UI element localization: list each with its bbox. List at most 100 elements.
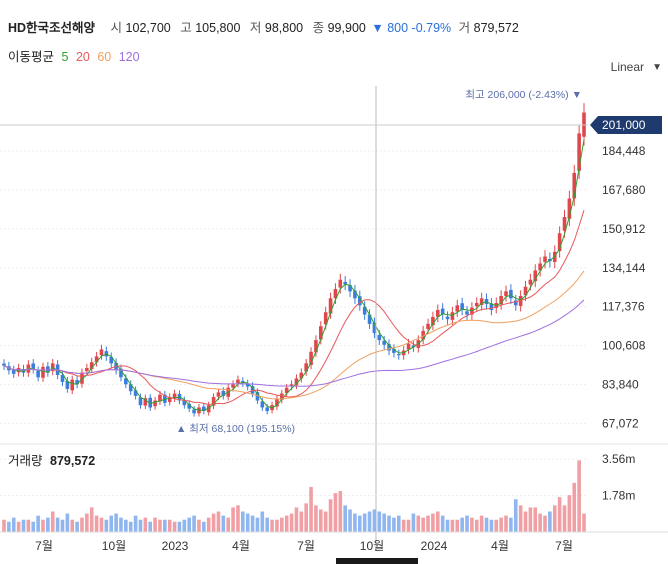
candle-body[interactable] — [133, 390, 138, 396]
volume-bar[interactable] — [119, 517, 123, 532]
volume-bar[interactable] — [387, 515, 391, 532]
volume-bar[interactable] — [372, 509, 377, 532]
ma20-legend[interactable]: 20 — [75, 50, 90, 64]
candle-body[interactable] — [328, 298, 333, 314]
candle-body[interactable] — [513, 300, 518, 306]
candle-body[interactable] — [16, 368, 21, 373]
volume-bar[interactable] — [182, 519, 187, 532]
candle-body[interactable] — [187, 403, 192, 409]
candle-body[interactable] — [294, 378, 299, 386]
candle-body[interactable] — [109, 356, 114, 364]
candle-body[interactable] — [299, 372, 304, 379]
candle-body[interactable] — [357, 296, 362, 306]
candle-body[interactable] — [533, 270, 538, 282]
volume-bar[interactable] — [250, 515, 255, 532]
candle-body[interactable] — [353, 290, 357, 299]
volume-bar[interactable] — [470, 517, 474, 532]
volume-bar[interactable] — [509, 517, 513, 532]
volume-bar[interactable] — [245, 513, 250, 532]
volume-bar[interactable] — [435, 511, 440, 532]
candle-body[interactable] — [333, 289, 338, 299]
candle-body[interactable] — [406, 343, 411, 350]
volume-bar[interactable] — [197, 519, 201, 532]
volume-bar[interactable] — [172, 521, 177, 532]
candle-body[interactable] — [489, 303, 494, 310]
candle-body[interactable] — [338, 279, 343, 288]
volume-bar[interactable] — [450, 519, 455, 532]
candle-body[interactable] — [528, 279, 533, 285]
candle-body[interactable] — [509, 289, 513, 299]
volume-bar[interactable] — [431, 513, 435, 532]
volume-bar[interactable] — [211, 513, 216, 532]
candle-body[interactable] — [343, 281, 347, 285]
volume-bar[interactable] — [94, 515, 99, 532]
volume-bar[interactable] — [543, 515, 547, 532]
candle-body[interactable] — [377, 335, 382, 341]
candle-body[interactable] — [557, 233, 562, 252]
candle-body[interactable] — [94, 356, 99, 363]
volume-bar[interactable] — [518, 505, 523, 532]
candle-body[interactable] — [382, 340, 386, 345]
volume-bar[interactable] — [109, 515, 114, 532]
volume-bar[interactable] — [114, 513, 118, 532]
volume-bar[interactable] — [445, 519, 450, 532]
volume-bar[interactable] — [465, 515, 469, 532]
volume-bar[interactable] — [343, 505, 347, 532]
candle-body[interactable] — [445, 316, 450, 320]
volume-bar[interactable] — [572, 482, 577, 532]
volume-bar[interactable] — [36, 515, 40, 532]
candle-body[interactable] — [221, 390, 226, 396]
volume-bar[interactable] — [396, 515, 401, 532]
candle-body[interactable] — [314, 340, 318, 353]
volume-bar[interactable] — [479, 515, 484, 532]
volume-bar[interactable] — [426, 515, 430, 532]
candle-body[interactable] — [275, 399, 279, 407]
volume-bar[interactable] — [158, 519, 162, 532]
volume-bar[interactable] — [406, 519, 411, 532]
candle-body[interactable] — [124, 378, 128, 385]
volume-bar[interactable] — [70, 519, 75, 532]
candle-body[interactable] — [543, 256, 547, 262]
candle-body[interactable] — [411, 345, 416, 348]
volume-bar[interactable] — [221, 515, 226, 532]
volume-bar[interactable] — [7, 521, 11, 532]
volume-bar[interactable] — [163, 519, 167, 532]
volume-bar[interactable] — [562, 505, 567, 532]
volume-bar[interactable] — [392, 517, 396, 532]
volume-bar[interactable] — [192, 515, 196, 532]
volume-bar[interactable] — [304, 503, 308, 532]
volume-bar[interactable] — [124, 519, 128, 532]
volume-bar[interactable] — [260, 511, 265, 532]
candle-body[interactable] — [392, 348, 396, 353]
candle-body[interactable] — [245, 383, 250, 387]
candle-body[interactable] — [577, 133, 581, 171]
candle-body[interactable] — [460, 303, 464, 310]
candle-body[interactable] — [85, 368, 89, 372]
candle-body[interactable] — [75, 380, 79, 385]
volume-bar[interactable] — [289, 513, 294, 532]
volume-bar[interactable] — [567, 495, 572, 532]
volume-bar[interactable] — [377, 511, 382, 532]
candle-body[interactable] — [128, 384, 133, 392]
volume-bar[interactable] — [557, 497, 562, 532]
candle-body[interactable] — [431, 316, 435, 326]
candle-body[interactable] — [562, 217, 567, 231]
candle-body[interactable] — [65, 380, 70, 389]
volume-bar[interactable] — [138, 519, 143, 532]
candle-body[interactable] — [36, 370, 40, 378]
volume-bar[interactable] — [99, 517, 104, 532]
candle-body[interactable] — [236, 379, 240, 384]
volume-bar[interactable] — [187, 517, 192, 532]
volume-bar[interactable] — [206, 517, 211, 532]
moving-average-legend[interactable]: 이동평균 5 20 60 120 — [8, 46, 144, 65]
volume-bar[interactable] — [319, 509, 323, 532]
volume-bar[interactable] — [167, 519, 172, 532]
ma120-legend[interactable]: 120 — [118, 50, 140, 64]
candle-body[interactable] — [387, 344, 391, 351]
volume-bar[interactable] — [153, 517, 157, 532]
candle-body[interactable] — [323, 312, 328, 325]
volume-bar[interactable] — [75, 521, 79, 532]
candle-body[interactable] — [319, 326, 323, 340]
candle-body[interactable] — [523, 286, 528, 296]
scale-selector[interactable]: Linear — [610, 60, 644, 74]
